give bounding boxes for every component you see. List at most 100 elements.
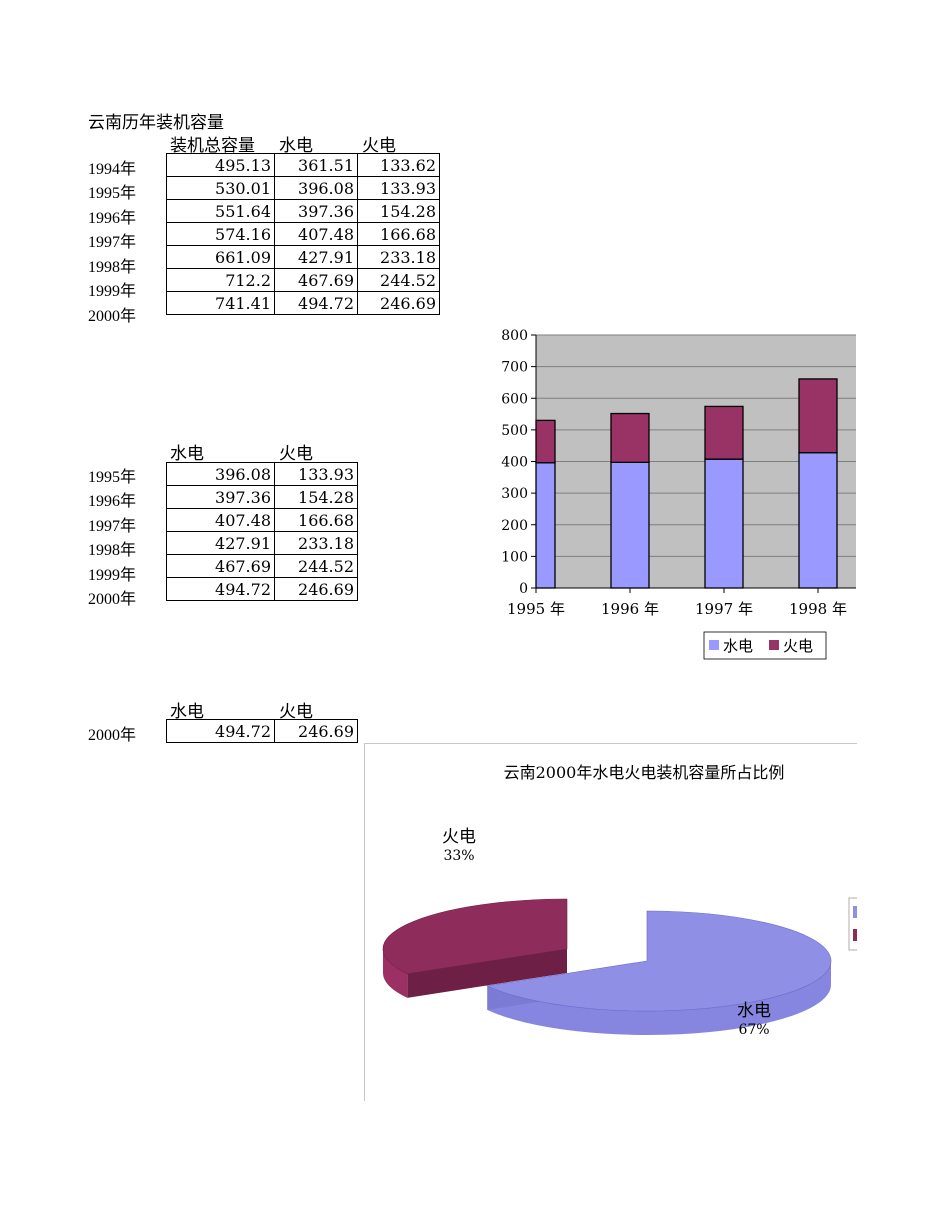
y-tick-label: 0 [519,581,528,597]
cell-total[interactable]: 741.41 [166,291,275,315]
x-tick-label: 1998 年 [789,600,847,618]
cell-hydro[interactable]: 427.91 [274,245,358,269]
table-row: 661.09 427.91 233.18 [166,245,440,269]
x-tick-label: 1996 年 [601,600,659,618]
x-tick-label: 1995 年 [507,600,565,618]
cell-hydro[interactable]: 396.08 [166,462,275,486]
cell-total[interactable]: 551.64 [166,199,275,223]
sheet-title: 云南历年装机容量 [88,113,224,133]
cell-hydro[interactable]: 407.48 [274,222,358,246]
cell-hydro[interactable]: 494.72 [166,719,275,743]
bar-hydro [535,462,556,589]
y-tick-label: 500 [501,423,528,439]
cell-thermal[interactable]: 133.93 [357,176,440,200]
table1-capacity-grid: 495.13 361.51 133.62 530.01 396.08 133.93 55… [166,153,440,315]
cell-hydro[interactable]: 467.69 [274,268,358,292]
y-tick-label: 100 [501,549,528,565]
legend-swatch-hydro [709,640,719,650]
table-row: 530.01 396.08 133.93 [166,176,440,200]
legend-swatch-thermal [853,929,857,941]
cell-hydro[interactable]: 407.48 [166,508,275,532]
y-tick-label: 200 [501,518,528,534]
table-row: 712.2 467.69 244.52 [166,268,440,292]
y-tick-label: 600 [501,391,528,407]
table2-year-label: 1998年 [88,542,137,559]
pie-slice-rim [383,949,408,998]
table2-year-label: 1999年 [88,567,137,584]
pie-data-percent: 33% [443,848,474,864]
y-tick-label: 700 [501,360,528,376]
table-row: 551.64 397.36 154.28 [166,199,440,223]
table1-year-label: 1997年 [88,234,137,251]
legend-box [703,631,827,660]
bar-hydro [798,452,838,589]
table1-year-label: 1995年 [88,185,137,202]
cell-thermal[interactable]: 246.69 [274,719,358,743]
cell-hydro[interactable]: 397.36 [166,485,275,509]
pie-chart[interactable]: 云南2000年水电火电装机容量所占比例 水电 67% 火电 33% [364,743,857,1101]
cell-total[interactable]: 495.13 [166,153,275,177]
table1-year-label: 1998年 [88,259,137,276]
table-row: 407.48 166.68 [166,508,358,532]
cell-hydro[interactable]: 494.72 [166,577,275,601]
cell-total[interactable]: 574.16 [166,222,275,246]
table2-header-thermal: 火电 [279,444,313,464]
table1-year-label: 1999年 [88,283,137,300]
cell-thermal[interactable]: 166.68 [274,508,358,532]
cell-total[interactable]: 661.09 [166,245,275,269]
cell-thermal[interactable]: 154.28 [274,485,358,509]
cell-hydro[interactable]: 467.69 [166,554,275,578]
table-row: 495.13 361.51 133.62 [166,153,440,177]
table1-header-hydro: 水电 [279,136,313,156]
x-tick-label: 1997 年 [695,600,753,618]
pie-data-percent: 67% [738,1022,769,1038]
cell-thermal[interactable]: 154.28 [357,199,440,223]
table1-header-thermal: 火电 [362,136,396,156]
cell-thermal[interactable]: 246.69 [274,577,358,601]
cell-hydro[interactable]: 396.08 [274,176,358,200]
table-row: 574.16 407.48 166.68 [166,222,440,246]
table2-year-label: 1995年 [88,469,137,486]
cell-thermal[interactable]: 233.18 [357,245,440,269]
table1-year-label: 1994年 [88,161,137,178]
cell-thermal[interactable]: 133.93 [274,462,358,486]
cell-thermal[interactable]: 244.52 [274,554,358,578]
table1-year-label: 2000年 [88,308,137,325]
stacked-bar-chart[interactable]: 0 100 200 300 400 500 600 700 800 1995 年 1996 年 199… [492,325,856,670]
bar-thermal [610,412,650,463]
cell-thermal[interactable]: 244.52 [357,268,440,292]
cell-thermal[interactable]: 166.68 [357,222,440,246]
cell-hydro[interactable]: 427.91 [166,531,275,555]
y-tick-label: 300 [501,486,528,502]
table3-capacity-grid: 494.72 246.69 [166,719,358,743]
table-row: 397.36 154.28 [166,485,358,509]
bar-hydro [704,458,744,589]
pie-slice-rim [487,961,831,1035]
table-row: 494.72 246.69 [166,719,358,743]
y-tick-label: 400 [501,455,528,471]
legend-swatch-thermal [769,640,779,650]
cell-thermal[interactable]: 133.62 [357,153,440,177]
pie-slice-thermal [382,898,568,975]
table3-header-hydro: 水电 [170,702,204,722]
chart-legend: 水电 火电 [703,631,827,660]
cell-thermal[interactable]: 246.69 [357,291,440,315]
cell-total[interactable]: 712.2 [166,268,275,292]
table2-capacity-grid: 396.08 133.93 397.36 154.28 407.48 166.68 4… [166,462,358,601]
pie-data-label: 火电 [442,827,476,847]
bar-thermal [704,405,744,460]
table-row: 741.41 494.72 246.69 [166,291,440,315]
bar-thermal [798,378,838,454]
table-row: 427.91 233.18 [166,531,358,555]
cell-hydro[interactable]: 397.36 [274,199,358,223]
cell-total[interactable]: 530.01 [166,176,275,200]
legend-label: 水电 [723,637,753,655]
table2-year-label: 1997年 [88,518,137,535]
cell-hydro[interactable]: 494.72 [274,291,358,315]
table2-year-label: 1996年 [88,493,137,510]
table-row: 396.08 133.93 [166,462,358,486]
cell-hydro[interactable]: 361.51 [274,153,358,177]
cell-thermal[interactable]: 233.18 [274,531,358,555]
table3-header-thermal: 火电 [279,702,313,722]
